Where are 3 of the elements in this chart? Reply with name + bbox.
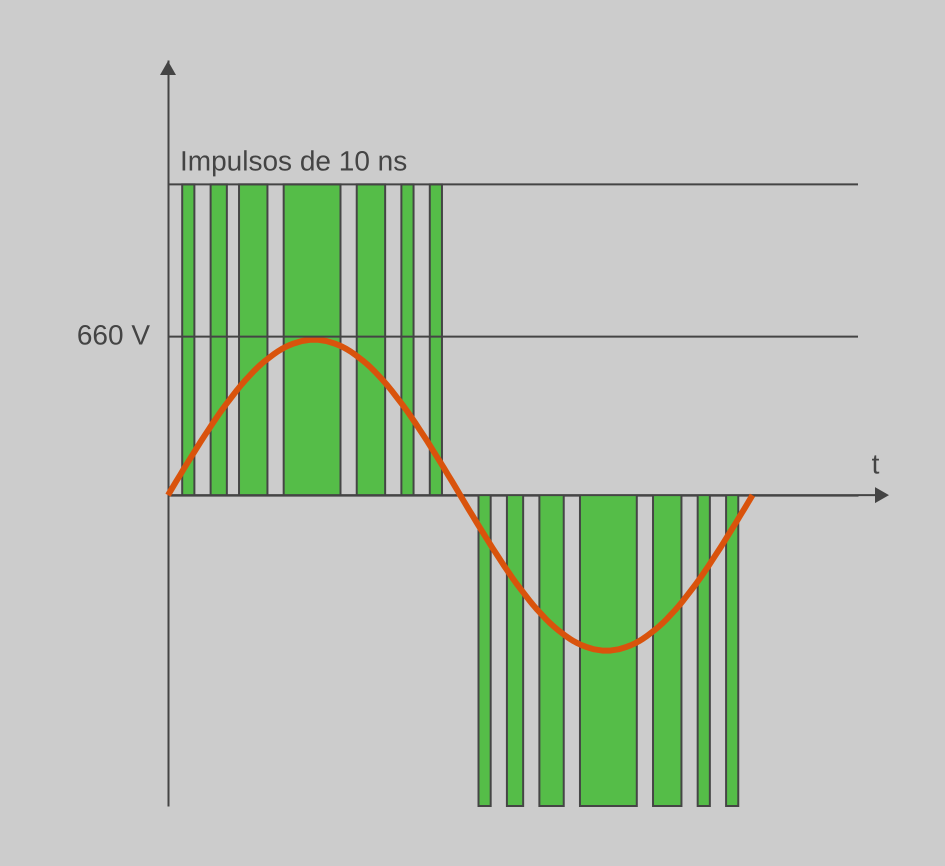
annotation: Impulsos de 10 ns	[180, 145, 408, 176]
ref-line-label: 660 V	[76, 320, 150, 351]
x-axis-title: t	[872, 448, 880, 480]
